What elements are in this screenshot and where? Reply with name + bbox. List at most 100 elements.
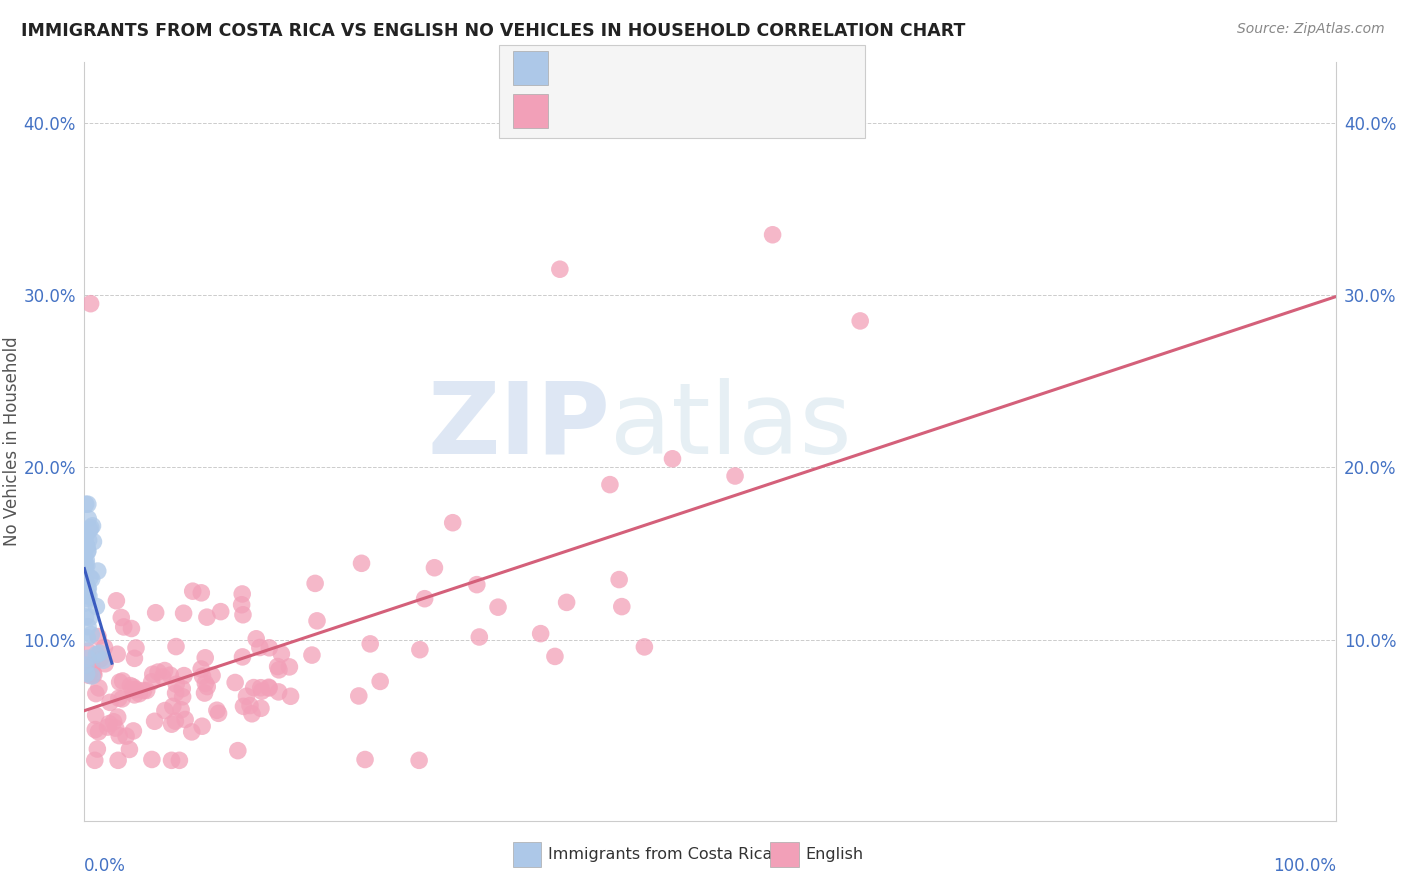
Point [80,572,103,586]
Point [77,533,100,548]
Point [98,716,121,731]
Point [239,698,262,713]
Point [132,683,155,698]
Point [226,744,249,758]
Point [193,686,215,700]
Point [82,668,104,682]
Point [159,668,181,682]
Point [240,706,263,721]
Point [555,595,578,609]
Point [84,708,107,723]
Point [195,680,218,694]
Point [124,651,146,665]
Point [468,630,491,644]
Point [108,675,131,690]
Point [409,642,432,657]
Point [530,626,553,640]
Point [304,576,326,591]
Point [354,752,377,766]
Point [80,521,103,535]
Text: 43: 43 [710,59,731,77]
Point [77,511,100,525]
Point [97,720,120,734]
Point [108,691,131,706]
Point [160,717,183,731]
Point [232,699,254,714]
Point [76,666,98,681]
Point [94,657,117,671]
Point [610,599,633,614]
Point [87,724,110,739]
Text: 133: 133 [710,102,742,120]
Point [105,594,128,608]
Point [111,691,134,706]
Point [111,673,134,688]
Point [73,559,96,574]
Point [118,742,141,756]
Point [305,614,328,628]
Point [209,605,232,619]
Point [122,680,145,694]
Point [486,600,509,615]
Point [172,681,194,696]
Text: 0.325: 0.325 [598,102,645,120]
Text: 0.0%: 0.0% [84,857,127,875]
Point [75,530,97,544]
Point [266,659,288,673]
Point [105,647,128,661]
Point [125,682,148,697]
Text: N =: N = [673,102,704,120]
Point [165,677,187,691]
Point [173,668,195,682]
Point [195,610,218,624]
Point [77,644,100,658]
Text: -0.447: -0.447 [598,59,651,77]
Point [87,630,110,644]
Point [89,652,111,666]
Point [465,577,488,591]
Point [142,667,165,681]
Point [165,640,187,654]
Point [112,620,135,634]
Text: English: English [806,847,863,862]
Point [231,598,253,612]
Point [173,606,195,620]
Point [75,539,97,553]
Point [76,588,98,602]
Point [423,560,446,574]
Point [165,714,187,728]
Point [190,662,212,676]
Point [245,632,267,646]
Point [169,753,191,767]
Point [86,599,108,614]
Point [76,543,98,558]
Point [103,714,125,729]
Point [84,687,107,701]
Point [224,675,246,690]
Point [201,668,224,682]
Point [108,729,131,743]
Point [180,725,202,739]
Point [724,469,747,483]
Point [242,681,264,695]
Point [77,620,100,634]
Point [257,681,280,695]
Point [77,582,100,596]
Point [633,640,655,654]
Point [107,753,129,767]
Point [73,596,96,610]
Point [413,591,436,606]
Point [76,497,98,511]
Point [267,663,290,677]
Point [270,647,292,661]
Text: N =: N = [673,59,704,77]
Point [249,681,271,695]
Point [347,689,370,703]
Point [124,688,146,702]
Point [170,703,193,717]
Point [145,606,167,620]
Point [153,704,176,718]
Text: Immigrants from Costa Rica: Immigrants from Costa Rica [548,847,773,862]
Point [120,679,142,693]
Point [80,628,103,642]
